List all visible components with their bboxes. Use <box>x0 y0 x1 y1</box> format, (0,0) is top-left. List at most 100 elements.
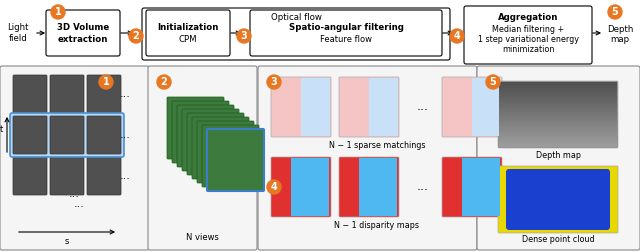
Text: ...: ... <box>74 199 84 209</box>
Text: 4: 4 <box>271 182 277 192</box>
Text: minimization: minimization <box>502 45 554 53</box>
Bar <box>499 88 617 89</box>
Circle shape <box>51 5 65 19</box>
FancyBboxPatch shape <box>271 77 331 137</box>
FancyBboxPatch shape <box>258 66 477 250</box>
FancyBboxPatch shape <box>50 116 84 154</box>
Bar <box>499 110 617 111</box>
FancyBboxPatch shape <box>146 10 230 56</box>
Text: 1: 1 <box>54 7 61 17</box>
FancyBboxPatch shape <box>182 109 239 171</box>
Bar <box>499 123 617 124</box>
Bar <box>499 118 617 119</box>
Text: 1: 1 <box>102 77 109 87</box>
Bar <box>499 85 617 86</box>
FancyBboxPatch shape <box>177 105 234 167</box>
Text: 3: 3 <box>271 77 277 87</box>
Bar <box>499 84 617 85</box>
Bar <box>359 158 397 216</box>
Bar <box>499 100 617 101</box>
FancyBboxPatch shape <box>192 117 249 179</box>
Bar <box>499 102 617 103</box>
Bar <box>499 117 617 118</box>
Bar <box>369 78 398 136</box>
FancyBboxPatch shape <box>167 97 224 159</box>
Bar <box>499 138 617 139</box>
Bar <box>499 98 617 99</box>
Bar <box>499 142 617 143</box>
FancyBboxPatch shape <box>187 113 244 175</box>
Bar <box>499 83 617 84</box>
Text: ...: ... <box>68 189 79 199</box>
Circle shape <box>129 29 143 43</box>
Circle shape <box>157 75 171 89</box>
Bar <box>499 91 617 92</box>
FancyBboxPatch shape <box>87 116 121 154</box>
Circle shape <box>267 75 281 89</box>
Bar <box>499 127 617 128</box>
Bar <box>499 146 617 147</box>
Bar <box>499 101 617 102</box>
Bar <box>499 121 617 122</box>
Bar <box>301 78 330 136</box>
FancyBboxPatch shape <box>148 66 257 250</box>
FancyBboxPatch shape <box>498 81 618 148</box>
Bar <box>499 116 617 117</box>
Bar <box>499 140 617 141</box>
Bar <box>499 144 617 145</box>
Bar <box>499 105 617 106</box>
Text: 2: 2 <box>132 31 140 41</box>
Bar <box>499 89 617 90</box>
Bar <box>462 158 500 216</box>
Circle shape <box>267 180 281 194</box>
FancyBboxPatch shape <box>87 157 121 195</box>
Text: Dense point cloud: Dense point cloud <box>522 236 595 244</box>
FancyBboxPatch shape <box>10 113 124 157</box>
Bar <box>499 136 617 137</box>
Text: N − 1 sparse matchings: N − 1 sparse matchings <box>329 142 425 150</box>
Circle shape <box>486 75 500 89</box>
Bar <box>499 125 617 126</box>
FancyBboxPatch shape <box>250 10 442 56</box>
Bar <box>291 158 329 216</box>
Bar <box>499 141 617 142</box>
FancyBboxPatch shape <box>339 157 399 217</box>
Circle shape <box>237 29 251 43</box>
Text: map: map <box>611 36 630 45</box>
Bar <box>499 124 617 125</box>
Bar <box>499 113 617 114</box>
Bar <box>499 128 617 129</box>
Text: Spatio-angular filtering: Spatio-angular filtering <box>289 23 403 33</box>
Text: ...: ... <box>120 171 131 181</box>
FancyBboxPatch shape <box>464 6 592 64</box>
Text: Median filtering +: Median filtering + <box>492 24 564 34</box>
FancyBboxPatch shape <box>87 75 121 113</box>
Bar <box>499 82 617 83</box>
Bar <box>499 86 617 87</box>
Bar <box>499 97 617 98</box>
Bar <box>499 111 617 112</box>
FancyBboxPatch shape <box>498 166 618 233</box>
FancyBboxPatch shape <box>207 129 264 191</box>
Bar <box>499 114 617 115</box>
Text: 3D Volume: 3D Volume <box>57 23 109 33</box>
FancyBboxPatch shape <box>197 121 254 183</box>
Bar <box>499 104 617 105</box>
Text: N − 1 disparity maps: N − 1 disparity maps <box>335 222 419 231</box>
Bar <box>499 133 617 134</box>
Text: 3: 3 <box>241 31 248 41</box>
Bar <box>499 134 617 135</box>
Bar <box>472 78 501 136</box>
Text: Depth: Depth <box>607 24 633 34</box>
Text: Light
field: Light field <box>7 23 29 43</box>
FancyBboxPatch shape <box>13 116 47 154</box>
FancyBboxPatch shape <box>87 116 121 154</box>
Bar <box>499 139 617 140</box>
Text: t: t <box>0 125 3 134</box>
Text: 1 step variational energy: 1 step variational energy <box>477 35 579 44</box>
Bar <box>499 99 617 100</box>
FancyBboxPatch shape <box>13 116 47 154</box>
Text: Optical flow: Optical flow <box>271 14 321 22</box>
Bar <box>499 106 617 107</box>
Bar <box>499 90 617 91</box>
